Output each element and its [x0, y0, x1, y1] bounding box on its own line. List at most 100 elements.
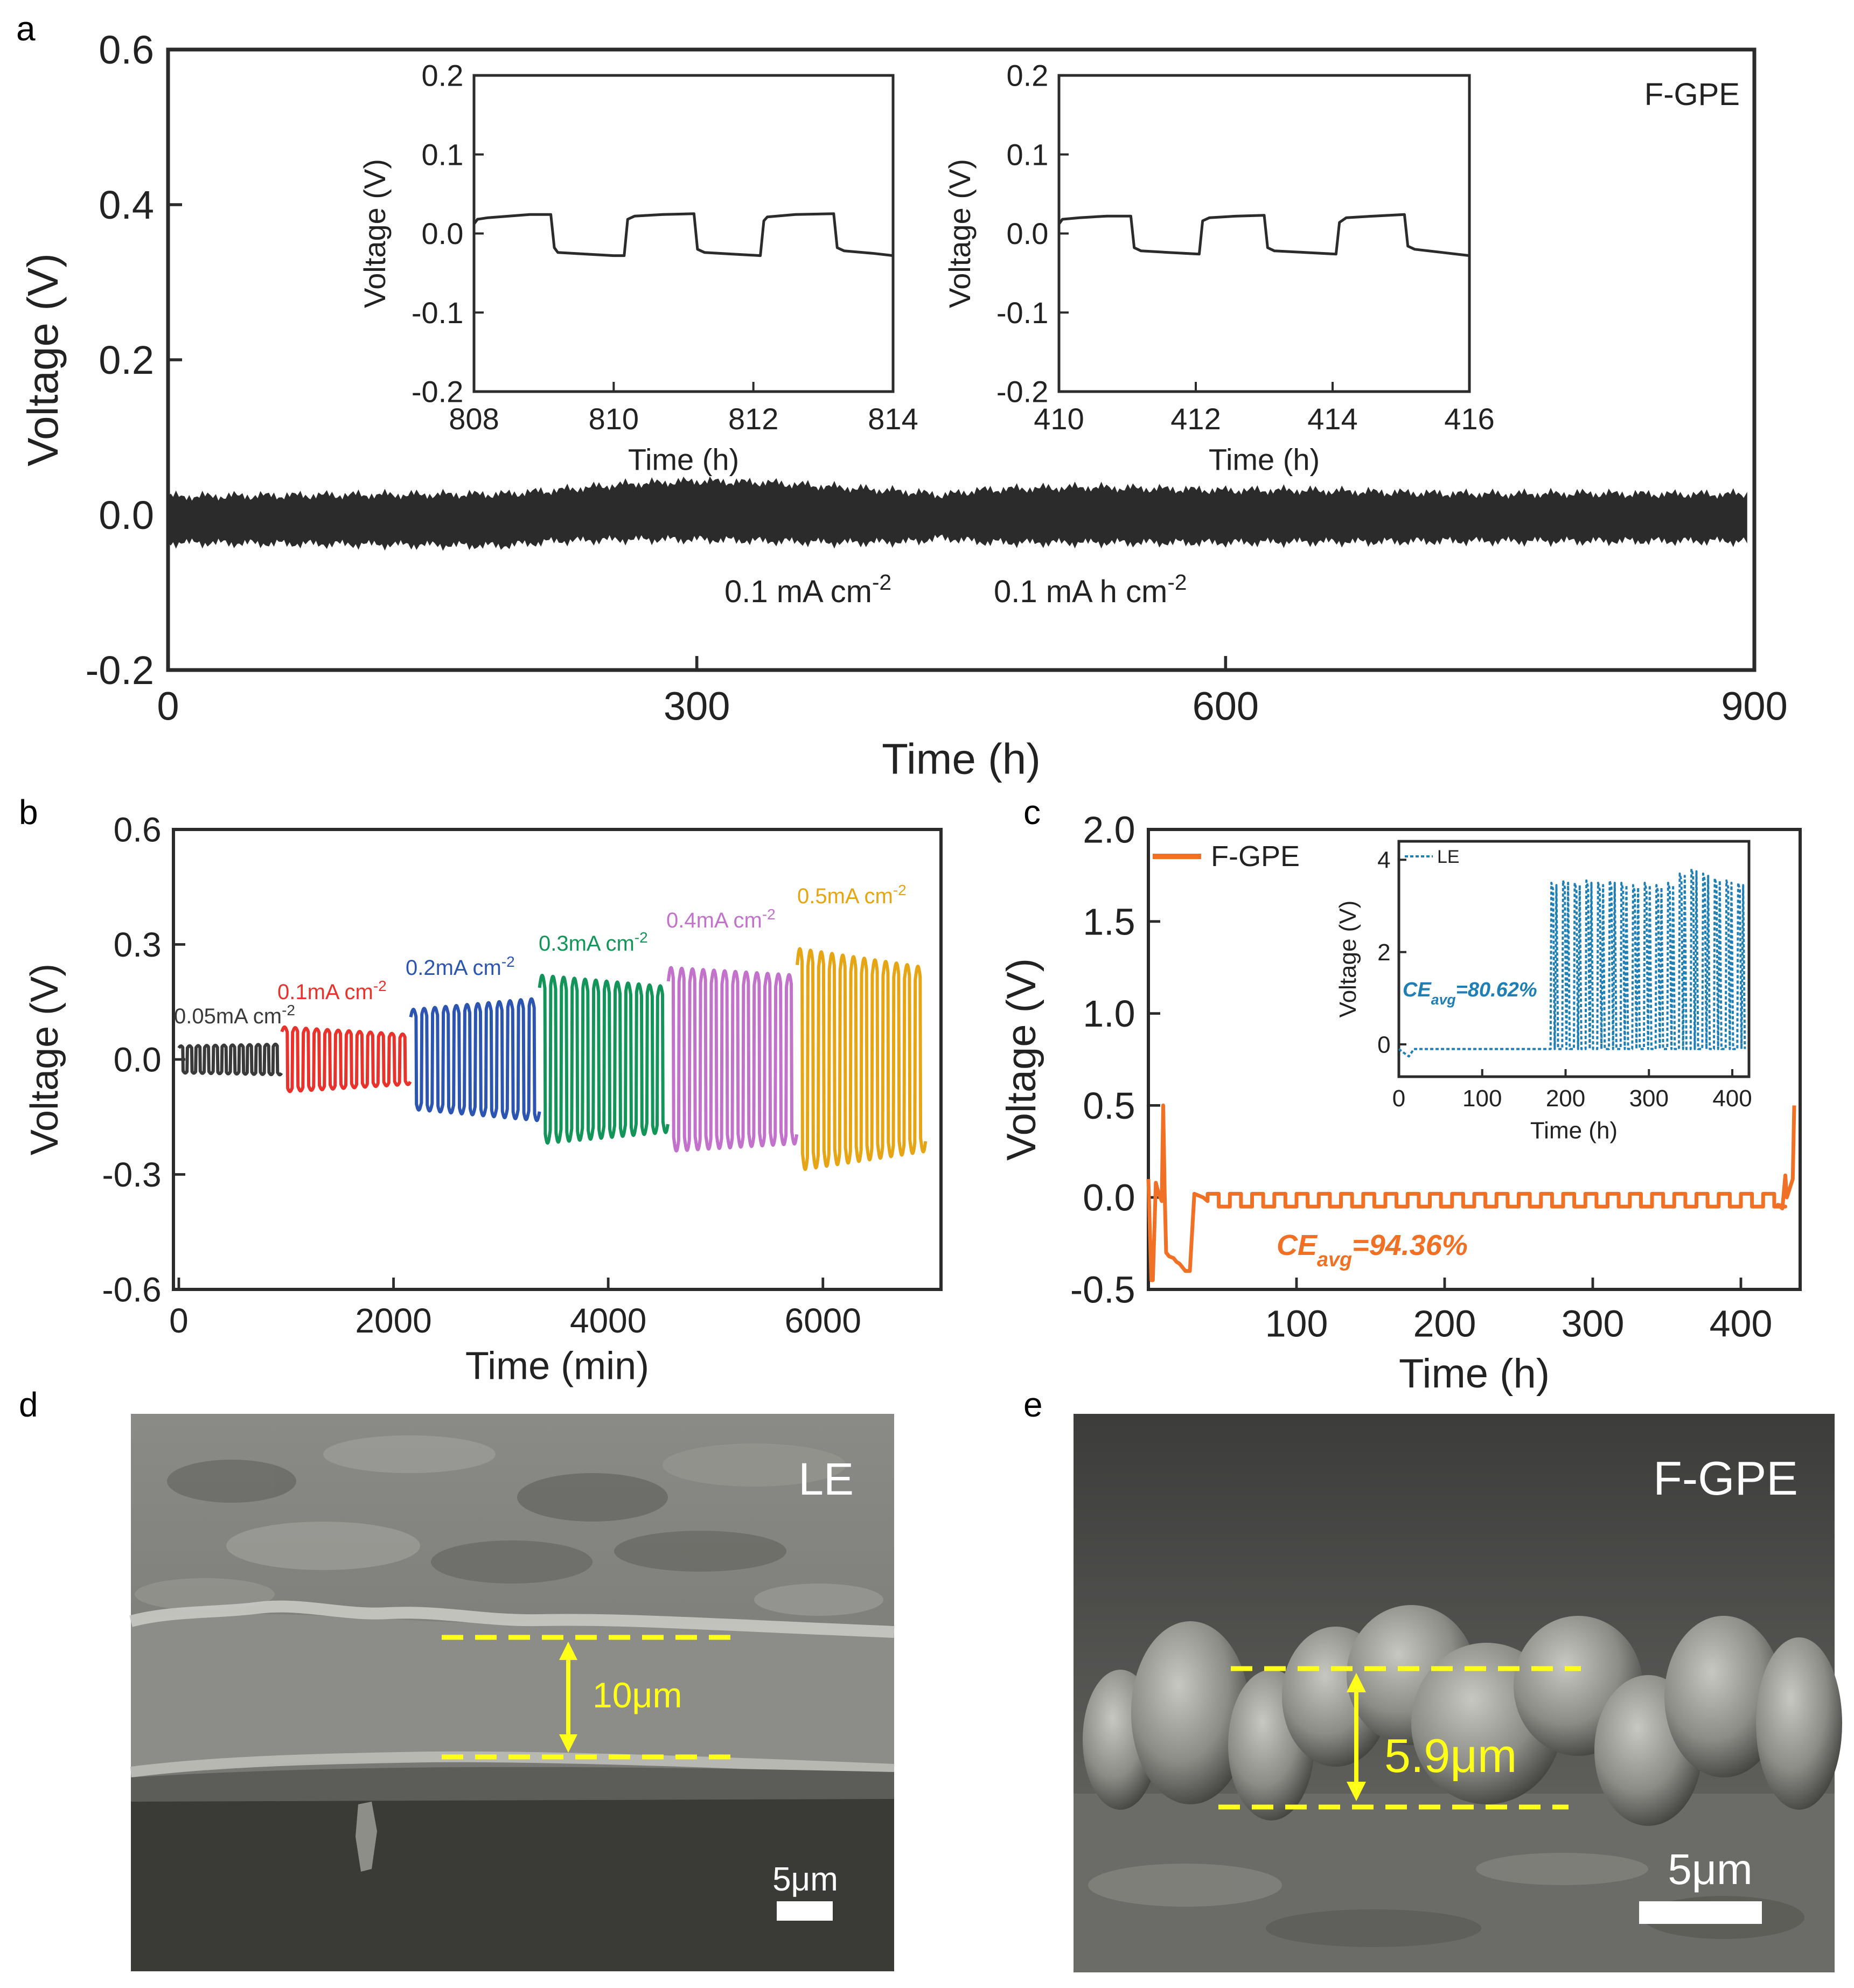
scalebar-label-d: 5μm: [772, 1861, 838, 1898]
y-axis-label: Voltage (V): [943, 159, 977, 308]
x-axis-label: Time (h): [1399, 1351, 1550, 1397]
x-tick-label: 400: [1710, 1303, 1773, 1345]
thickness-label-e: 5.9μm: [1384, 1729, 1517, 1782]
y-axis-label: Voltage (V): [23, 964, 66, 1155]
panel-label-e: e: [1023, 1385, 1043, 1424]
legend-label: F-GPE: [1644, 77, 1740, 112]
x-tick-label: 100: [1265, 1303, 1328, 1345]
y-tick-label: 0.2: [1007, 59, 1049, 93]
sem-d-sample-label: LE: [798, 1454, 854, 1504]
chart-c-coulombic-efficiency: 100 200 300 400 -0.5 0.0 0.5 1.0 1.5 2.0 Time (h) V…: [999, 809, 1802, 1397]
series-line: [472, 212, 894, 257]
y-tick-label: 0.2: [422, 59, 464, 93]
series-line-4: [666, 966, 799, 1153]
y-tick-label: -0.2: [86, 648, 155, 693]
sem-d-cross-section: [131, 1614, 894, 1777]
y-tick-label: 0.2: [99, 338, 154, 382]
plot-frame: [472, 74, 895, 393]
plot-frame: [1397, 840, 1751, 1078]
y-tick-label: 2.0: [1083, 809, 1135, 851]
y-axis-label: Voltage (V): [19, 253, 67, 466]
sem-e-grains: [1083, 1605, 1842, 1826]
x-tick-label: 812: [728, 402, 778, 436]
ce-annotation: CEavg=94.36%: [1277, 1229, 1468, 1271]
x-axis-label: Time (h): [628, 443, 739, 477]
x-axis-label: Time (h): [1209, 443, 1320, 477]
series-line-3: [538, 973, 670, 1145]
sem-e-substrate-texture: [1088, 1853, 1804, 1947]
y-tick-label: 4: [1377, 847, 1390, 874]
x-tick-label: 200: [1546, 1085, 1585, 1112]
x-axis-label: Time (h): [1530, 1117, 1618, 1143]
y-tick-label: 0.1: [422, 137, 464, 171]
x-tick-label: 416: [1444, 402, 1494, 436]
y-tick-label: 0.0: [1007, 217, 1049, 250]
x-tick-label: 6000: [785, 1301, 861, 1340]
x-tick-label: 300: [664, 684, 730, 729]
y-tick-label: 0.0: [1083, 1177, 1135, 1219]
thickness-label-d: 10μm: [593, 1675, 682, 1715]
y-tick-label: 0.0: [114, 1040, 162, 1079]
x-tick-label: 0: [169, 1301, 189, 1340]
y-tick-label: 0.0: [422, 217, 464, 250]
arrowhead-down-e: [1347, 1782, 1366, 1801]
series-line-f-gpe: [1146, 1103, 1796, 1282]
y-tick-label: -0.2: [996, 375, 1049, 409]
y-tick-label: -0.6: [102, 1270, 161, 1309]
sem-d-shadow-band: [131, 1767, 894, 1802]
panel-label-d: d: [19, 1385, 38, 1424]
y-tick-label: 0.5: [1083, 1085, 1135, 1127]
x-tick-label: 300: [1562, 1303, 1625, 1345]
y-tick-label: 0.0: [99, 493, 154, 538]
arrowhead-down-d: [559, 1734, 577, 1753]
y-axis-label: Voltage (V): [999, 958, 1044, 1161]
y-axis-label: Voltage (V): [358, 159, 392, 308]
x-tick-label: 100: [1462, 1085, 1502, 1112]
y-tick-label: 1.5: [1083, 901, 1135, 943]
plot-frame: [1147, 828, 1802, 1291]
ce-annotation: CEavg=80.62%: [1403, 979, 1537, 1008]
chart-c-inset-le: 0 100 200 300 400 0 2 4 Time (h) Voltage (V) LE CEa…: [1335, 840, 1752, 1143]
arrowhead-up-d: [559, 1642, 577, 1660]
y-axis-label: Voltage (V): [1335, 901, 1361, 1018]
sem-d-substrate: [131, 1794, 894, 1971]
panel-label-a: a: [16, 9, 36, 48]
y-tick-label: -0.5: [1070, 1269, 1135, 1311]
series-line-0: [177, 1042, 283, 1077]
x-tick-label: 412: [1170, 402, 1221, 436]
x-tick-label: 0: [157, 684, 179, 729]
scalebar-label-e: 5μm: [1668, 1845, 1752, 1893]
annotation-capacity: 0.1 mA h cm-2: [994, 570, 1187, 609]
series-line-2: [409, 997, 541, 1122]
series-line: [1057, 213, 1470, 257]
chart-a-inset-410-416: 410 412 414 416 -0.2 -0.1 0.0 0.1 0.2 Time (h) Vol…: [943, 59, 1495, 477]
x-axis-label: Time (h): [882, 735, 1041, 783]
x-tick-label: 400: [1712, 1085, 1752, 1112]
y-tick-label: 0.4: [99, 183, 154, 227]
series-line-le: [1398, 868, 1746, 1058]
y-tick-label: 0.6: [114, 810, 162, 849]
arrowhead-up-e: [1347, 1673, 1366, 1692]
chart-a-voltage-profile: 0 300 600 900 -0.2 0.0 0.2 0.4 0.6 Time (h) Voltag…: [19, 27, 1788, 783]
chart-b-rate-performance: 0 2000 4000 6000 -0.6 -0.3 0.0 0.3 0.6 Time (min)…: [23, 810, 943, 1387]
sem-d-particle: [356, 1802, 377, 1872]
x-tick-label: 4000: [570, 1301, 646, 1340]
series-line-1: [280, 1025, 412, 1093]
sem-d-surface-texture: [135, 1435, 883, 1616]
legend-label: LE: [1437, 847, 1460, 867]
y-tick-label: -0.1: [996, 296, 1049, 330]
x-tick-label: 200: [1413, 1303, 1476, 1345]
scalebar-e: [1639, 1901, 1762, 1924]
x-tick-label: 2000: [355, 1301, 431, 1340]
series-label-2: 0.2mA cm-2: [406, 953, 515, 980]
x-tick-label: 600: [1193, 684, 1259, 729]
x-tick-label: 0: [1392, 1085, 1405, 1112]
sem-e-sample-label: F-GPE: [1653, 1452, 1798, 1505]
y-tick-label: 1.0: [1083, 993, 1135, 1035]
y-tick-label: 0.1: [1007, 137, 1049, 171]
plot-frame: [166, 47, 1757, 672]
chart-a-inset-808-814: 808 810 812 814 -0.2 -0.1 0.0 0.1 0.2 Time (h) Vol…: [358, 59, 918, 477]
y-tick-label: -0.3: [102, 1155, 161, 1194]
plot-frame: [1057, 74, 1471, 393]
y-tick-label: -0.2: [412, 375, 464, 409]
